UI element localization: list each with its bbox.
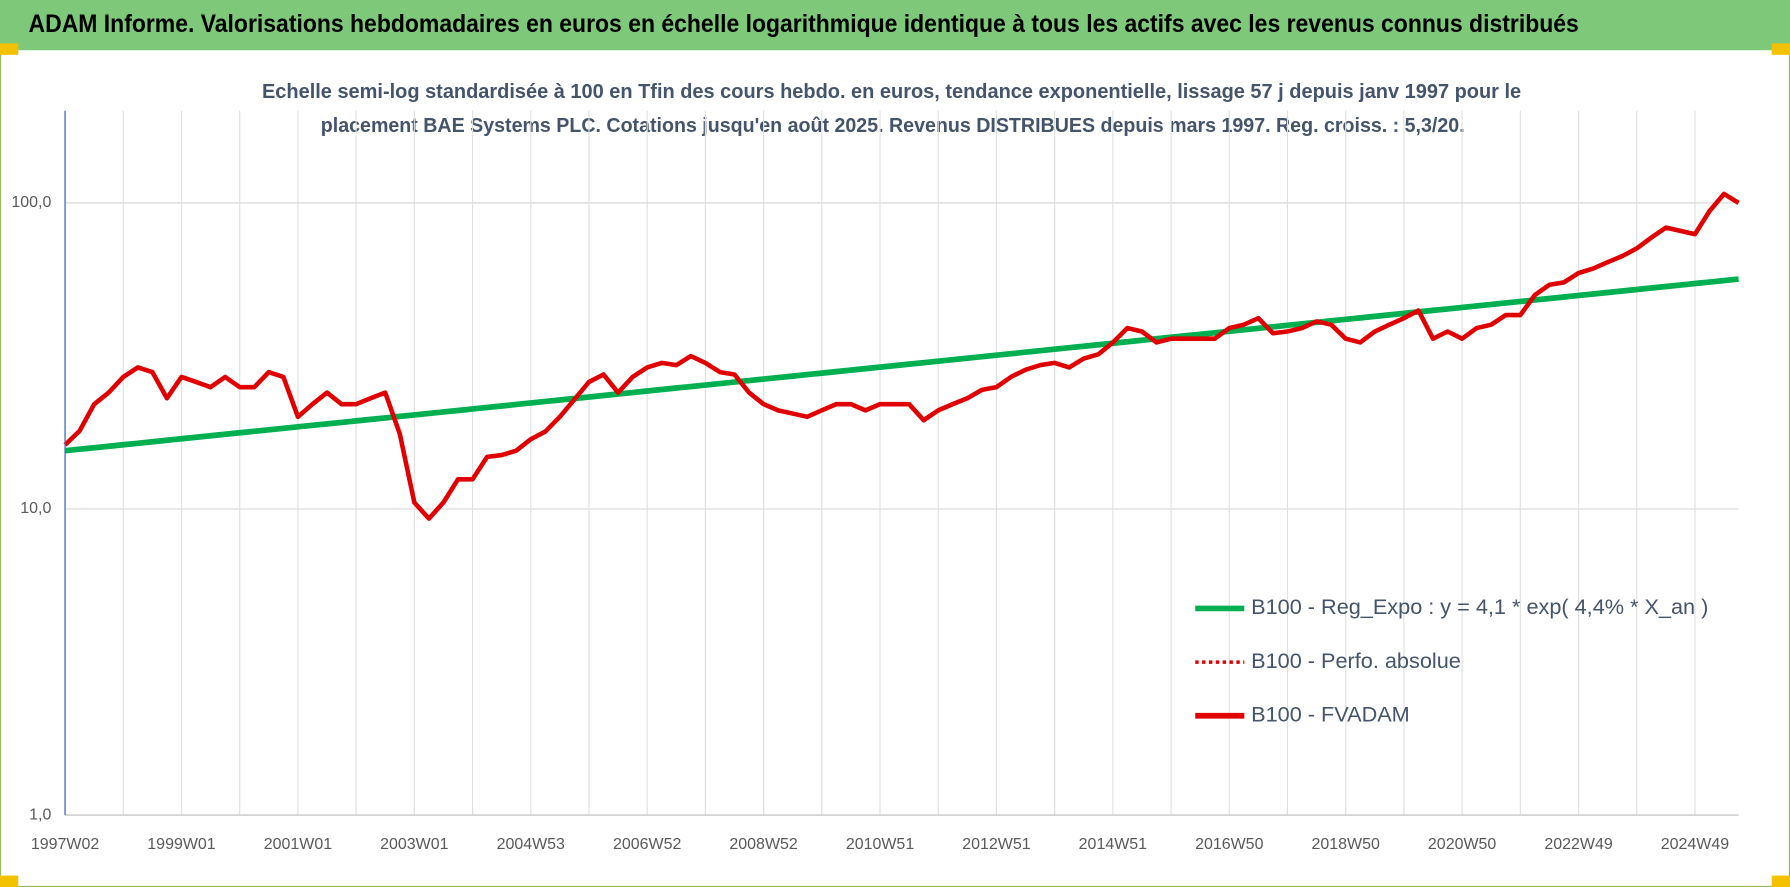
y-tick-label: 100,0 (11, 194, 51, 211)
x-tick-label: 2001W01 (264, 836, 332, 853)
x-tick-label: 2004W53 (497, 836, 565, 853)
corner-mark (1771, 875, 1790, 887)
x-tick-label: 2003W01 (380, 836, 448, 853)
plot (63, 191, 1740, 521)
legend-label: B100 - Perfo. absolue (1251, 648, 1461, 673)
x-tick-label: 2022W49 (1544, 836, 1612, 853)
x-tick-label: 2016W50 (1195, 836, 1263, 853)
x-tick-label: 2008W52 (729, 836, 797, 853)
axes: 1,0 10,0 100,0 1997W02 1999W01 2001W01 2003W01… (11, 110, 1739, 853)
x-tick-label: 1999W01 (147, 836, 215, 853)
series-line (63, 191, 1740, 521)
legend: B100 - Reg_Expo : y = 4,1 * exp( 4,4% * … (1195, 594, 1708, 726)
corner-mark (0, 875, 19, 887)
grid (65, 110, 1739, 816)
y-tick-label: 1,0 (29, 806, 51, 823)
corner-mark (1771, 43, 1790, 55)
corner-mark (0, 43, 19, 55)
chart-subtitle: Echelle semi-log standardisée à 100 en T… (262, 80, 1521, 103)
legend-label: B100 - FVADAM (1251, 701, 1410, 726)
chart-subtitle: placement BAE Systems PLC. Cotations jus… (321, 114, 1465, 137)
x-tick-label: 2006W52 (613, 836, 681, 853)
page-title: ADAM Informe. Valorisations hebdomadaire… (29, 10, 1579, 38)
y-tick-label: 10,0 (20, 500, 51, 517)
x-tick-label: 1997W02 (31, 836, 99, 853)
series-line (64, 276, 1739, 454)
header-band (0, 0, 1790, 51)
x-tick-label: 2014W51 (1079, 836, 1147, 853)
x-tick-label: 2024W49 (1661, 836, 1729, 853)
x-tick-label: 2010W51 (846, 836, 914, 853)
x-tick-label: 2020W50 (1428, 836, 1496, 853)
x-tick-label: 2012W51 (962, 836, 1030, 853)
x-tick-label: 2018W50 (1312, 836, 1380, 853)
legend-label: B100 - Reg_Expo : y = 4,1 * exp( 4,4% * … (1251, 594, 1708, 619)
